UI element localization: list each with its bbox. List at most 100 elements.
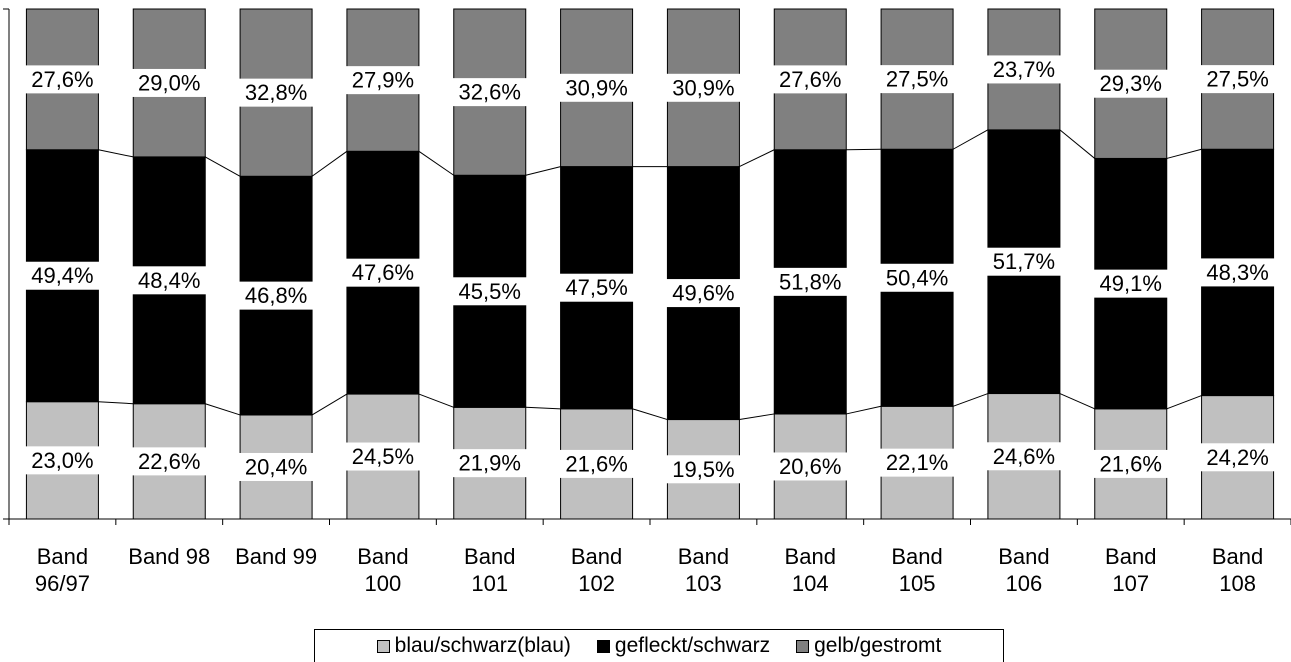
series-line	[205, 156, 241, 177]
series-line	[846, 405, 882, 415]
x-tick-label: Band 108	[1212, 544, 1263, 596]
series-line	[1166, 148, 1202, 159]
data-label: 27,6%	[31, 67, 93, 92]
legend-label-gelb: gelb/gestromt	[814, 634, 942, 657]
data-label: 51,8%	[779, 269, 841, 294]
data-label: 49,4%	[31, 263, 93, 288]
series-line	[311, 393, 348, 416]
data-label: 48,4%	[138, 268, 200, 293]
data-label: 51,7%	[993, 249, 1055, 274]
legend-item-gefleckt: gefleckt/schwarz	[596, 634, 771, 658]
data-label: 24,6%	[993, 444, 1055, 469]
data-label: 20,4%	[245, 454, 307, 479]
data-label: 49,1%	[1100, 271, 1162, 296]
data-label-bg	[1187, 258, 1288, 287]
data-label: 20,6%	[779, 454, 841, 479]
series-line	[739, 413, 775, 421]
data-label-bg	[226, 281, 327, 310]
data-label: 27,5%	[886, 67, 948, 92]
data-label: 32,6%	[459, 80, 521, 105]
data-label-bg	[332, 442, 433, 471]
data-label-bg	[439, 449, 540, 478]
data-label-bg	[1187, 65, 1288, 94]
series-line	[418, 150, 455, 176]
data-label: 24,5%	[352, 444, 414, 469]
series-line	[739, 149, 775, 168]
data-label: 46,8%	[245, 283, 307, 308]
series-line	[1059, 393, 1095, 410]
data-label-bg	[439, 277, 540, 306]
data-label: 23,0%	[31, 448, 93, 473]
data-label: 32,8%	[245, 80, 307, 105]
legend-label-gefleckt: gefleckt/schwarz	[614, 634, 771, 657]
x-tick-label: Band 99	[235, 544, 317, 569]
data-label-bg	[12, 65, 113, 94]
data-label-bg	[1080, 69, 1181, 98]
data-label: 22,1%	[886, 450, 948, 475]
data-label: 29,3%	[1100, 71, 1162, 96]
series-line	[952, 393, 989, 407]
series-line	[98, 401, 134, 405]
x-tick-label: Band 104	[785, 544, 836, 596]
data-label: 21,6%	[1100, 451, 1162, 476]
series-line	[846, 148, 882, 151]
data-label: 48,3%	[1206, 260, 1268, 285]
data-label: 27,9%	[352, 68, 414, 93]
x-tick-label: Band 100	[357, 544, 408, 596]
data-label: 47,5%	[565, 275, 627, 300]
x-tick-label: Band 96/97	[35, 544, 90, 596]
legend-item-blau: blau/schwarz(blau)	[376, 634, 571, 658]
data-label-bg	[867, 448, 968, 477]
series-line	[525, 406, 561, 410]
series-line	[311, 150, 348, 177]
data-label-bg	[546, 273, 647, 302]
series-line	[205, 403, 241, 416]
data-label-bg	[973, 55, 1074, 84]
data-label-bg	[973, 442, 1074, 471]
data-label-bg	[332, 258, 433, 287]
data-label: 49,6%	[672, 281, 734, 306]
x-tick-label: Band 98	[128, 544, 210, 569]
series-line	[418, 393, 454, 408]
data-label-bg	[653, 279, 754, 308]
x-tick-label: Band 107	[1105, 544, 1156, 596]
legend-swatch-gelb	[796, 639, 810, 653]
data-label: 29,0%	[138, 70, 200, 95]
x-tick-label: Band 101	[464, 544, 515, 596]
data-label-bg	[653, 73, 754, 102]
data-label: 21,6%	[565, 451, 627, 476]
data-label-bg	[653, 455, 754, 484]
data-label: 50,4%	[886, 265, 948, 290]
data-label-bg	[973, 247, 1074, 276]
legend-label-blau: blau/schwarz(blau)	[394, 634, 571, 657]
series-line	[952, 129, 989, 150]
data-label-bg	[546, 449, 647, 478]
data-label-bg	[12, 446, 113, 475]
data-label: 21,9%	[459, 451, 521, 476]
data-label-bg	[760, 452, 861, 481]
data-label-bg	[332, 66, 433, 95]
x-tick-label: Band 105	[891, 544, 942, 596]
data-label-bg	[867, 65, 968, 94]
legend: blau/schwarz(blau) gefleckt/schwarz gelb…	[314, 629, 1004, 662]
x-tick-label: Band 102	[571, 544, 622, 596]
data-label: 23,7%	[993, 57, 1055, 82]
x-tick-label: Band 106	[998, 544, 1049, 596]
series-line	[1166, 395, 1202, 410]
data-label-bg	[546, 73, 647, 102]
series-line	[632, 408, 668, 421]
data-label-bg	[1080, 269, 1181, 298]
data-label-bg	[1080, 449, 1181, 478]
data-label-bg	[12, 261, 113, 290]
data-label: 19,5%	[672, 457, 734, 482]
data-label-bg	[119, 68, 220, 97]
data-label: 45,5%	[459, 279, 521, 304]
legend-swatch-gefleckt	[596, 639, 610, 653]
legend-swatch-blau	[376, 639, 390, 653]
data-label: 30,9%	[565, 75, 627, 100]
data-label-bg	[760, 267, 861, 296]
data-label-bg	[867, 263, 968, 292]
data-label-bg	[226, 78, 327, 107]
data-label: 47,6%	[352, 260, 414, 285]
